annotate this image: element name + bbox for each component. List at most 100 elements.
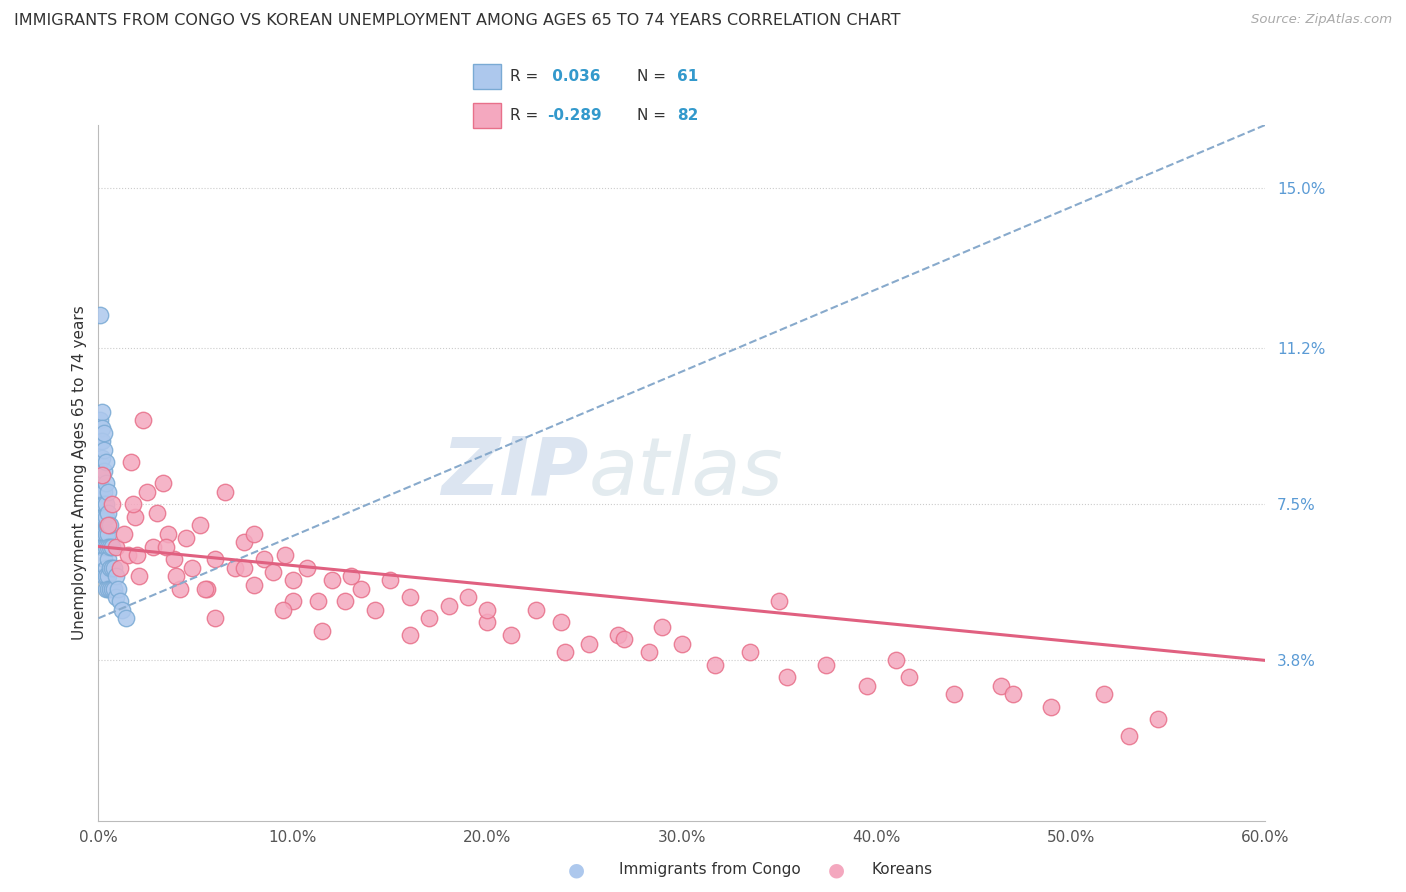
Point bbox=[91, 467, 114, 482]
Point bbox=[165, 569, 187, 583]
Point bbox=[704, 657, 727, 672]
Point bbox=[776, 670, 799, 684]
Text: ●: ● bbox=[828, 860, 845, 880]
Point bbox=[96, 582, 118, 596]
Point bbox=[281, 594, 304, 608]
Point bbox=[96, 569, 118, 583]
Point bbox=[814, 657, 837, 672]
Point bbox=[180, 560, 202, 574]
Point bbox=[243, 527, 266, 541]
Point bbox=[104, 590, 127, 604]
Point bbox=[637, 645, 659, 659]
Point bbox=[499, 628, 522, 642]
Point bbox=[477, 603, 499, 617]
Point bbox=[855, 679, 877, 693]
Point bbox=[98, 560, 121, 574]
Point bbox=[97, 552, 120, 566]
Point bbox=[418, 611, 440, 625]
Point bbox=[651, 620, 673, 634]
Point bbox=[91, 510, 114, 524]
Point bbox=[898, 670, 921, 684]
Point bbox=[96, 497, 118, 511]
Point bbox=[127, 548, 149, 562]
Point bbox=[1040, 699, 1063, 714]
Point bbox=[104, 540, 127, 554]
Point bbox=[96, 455, 118, 469]
Point bbox=[91, 540, 114, 554]
Point bbox=[101, 560, 124, 574]
Point bbox=[96, 476, 118, 491]
Point bbox=[321, 574, 343, 588]
Point bbox=[612, 632, 634, 647]
Point bbox=[671, 636, 693, 650]
Point bbox=[233, 535, 256, 549]
Point bbox=[101, 540, 124, 554]
Point bbox=[93, 442, 115, 457]
Point bbox=[243, 577, 266, 591]
Point bbox=[122, 497, 145, 511]
Point bbox=[1147, 713, 1170, 727]
Point bbox=[91, 434, 114, 449]
Point bbox=[89, 527, 111, 541]
Point bbox=[97, 484, 120, 499]
Point bbox=[108, 560, 131, 574]
Text: ZIP: ZIP bbox=[441, 434, 589, 512]
Point bbox=[124, 510, 146, 524]
Text: R =: R = bbox=[510, 69, 544, 84]
Point bbox=[93, 527, 115, 541]
Point bbox=[121, 455, 143, 469]
Point bbox=[142, 540, 165, 554]
Point bbox=[1092, 687, 1115, 701]
Point bbox=[262, 565, 284, 579]
Point bbox=[112, 527, 135, 541]
Point bbox=[943, 687, 966, 701]
Point bbox=[550, 615, 572, 630]
Point bbox=[132, 413, 155, 427]
Point bbox=[253, 552, 276, 566]
Point bbox=[378, 574, 402, 588]
Point bbox=[606, 628, 628, 642]
Point bbox=[224, 560, 246, 574]
Text: R =: R = bbox=[510, 108, 544, 123]
Text: Koreans: Koreans bbox=[872, 863, 932, 877]
Point bbox=[174, 531, 197, 545]
Point bbox=[89, 308, 111, 322]
Point bbox=[350, 582, 373, 596]
Point bbox=[93, 484, 115, 499]
Point bbox=[93, 497, 115, 511]
Point bbox=[457, 590, 479, 604]
Text: -0.289: -0.289 bbox=[547, 108, 602, 123]
Point bbox=[194, 582, 217, 596]
Point bbox=[91, 421, 114, 435]
Text: N =: N = bbox=[637, 69, 671, 84]
Point bbox=[884, 653, 907, 667]
Point bbox=[91, 467, 114, 482]
Point bbox=[233, 560, 256, 574]
Point bbox=[128, 569, 150, 583]
Point bbox=[335, 594, 357, 608]
Point bbox=[437, 599, 460, 613]
Text: 61: 61 bbox=[678, 69, 699, 84]
Point bbox=[114, 611, 136, 625]
Bar bbox=[474, 63, 501, 89]
Bar bbox=[474, 103, 501, 128]
Point bbox=[93, 464, 115, 478]
Point bbox=[103, 582, 125, 596]
Point bbox=[91, 450, 114, 465]
Point bbox=[524, 603, 547, 617]
Point bbox=[97, 506, 120, 520]
Point bbox=[163, 552, 186, 566]
Point bbox=[271, 603, 294, 617]
Point bbox=[89, 464, 111, 478]
Point bbox=[89, 497, 111, 511]
Text: IMMIGRANTS FROM CONGO VS KOREAN UNEMPLOYMENT AMONG AGES 65 TO 74 YEARS CORRELATI: IMMIGRANTS FROM CONGO VS KOREAN UNEMPLOY… bbox=[14, 13, 901, 29]
Point bbox=[93, 425, 115, 440]
Point bbox=[188, 518, 211, 533]
Point bbox=[104, 569, 127, 583]
Text: Immigrants from Congo: Immigrants from Congo bbox=[619, 863, 800, 877]
Point bbox=[204, 552, 226, 566]
Point bbox=[91, 484, 114, 499]
Point bbox=[157, 527, 180, 541]
Point bbox=[107, 582, 129, 596]
Point bbox=[477, 615, 499, 630]
